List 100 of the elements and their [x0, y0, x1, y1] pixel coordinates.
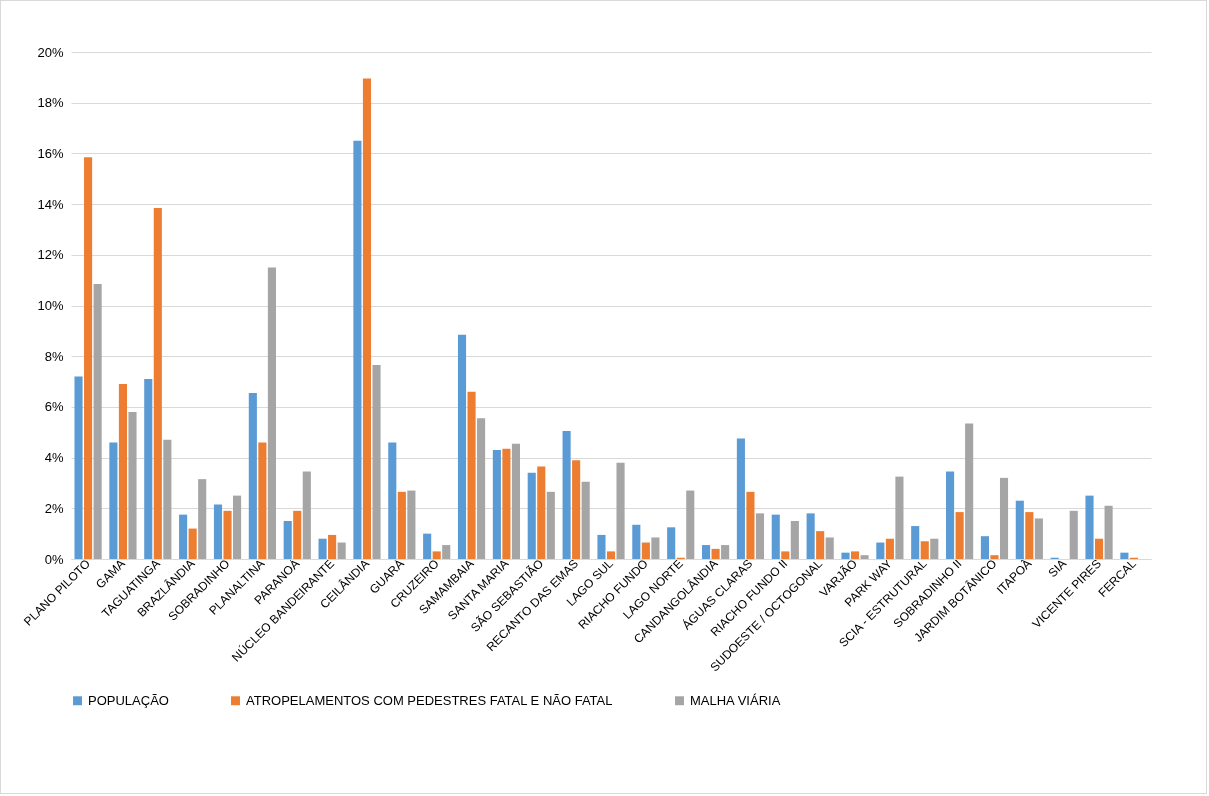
bar: [109, 442, 118, 559]
bar: [911, 526, 920, 559]
bar: [283, 520, 292, 559]
bar: [213, 504, 223, 559]
y-tick-label: 4%: [44, 450, 64, 466]
bar: [686, 490, 695, 559]
bar: [442, 545, 451, 559]
bar: [651, 537, 660, 559]
bar: [328, 534, 337, 559]
bar: [850, 551, 860, 559]
bar: [895, 476, 904, 559]
bar: [397, 491, 406, 559]
bar: [999, 477, 1009, 559]
bar: [1120, 552, 1129, 559]
bar: [946, 471, 955, 559]
bar: [755, 513, 765, 559]
bar: [711, 548, 720, 559]
bar: [128, 411, 137, 559]
bar: [233, 495, 242, 559]
bar: [198, 479, 207, 559]
y-tick-label: 8%: [44, 348, 64, 364]
bar: [1034, 518, 1043, 559]
bar: [93, 283, 102, 559]
legend-label: POPULAÇÃO: [88, 692, 169, 708]
y-tick-label: 16%: [37, 145, 64, 161]
bar: [1104, 505, 1113, 559]
bar: [1095, 538, 1104, 559]
bar: [860, 555, 869, 559]
y-tick-label: 14%: [37, 196, 64, 212]
bar: [955, 512, 964, 559]
bar: [572, 460, 581, 559]
bar: [632, 524, 641, 559]
bar: [293, 510, 302, 559]
bar: [930, 538, 939, 559]
bar: [1025, 512, 1034, 559]
bar: [502, 448, 511, 559]
bar: [736, 438, 745, 559]
y-tick-label: 12%: [37, 247, 64, 263]
bar: [457, 334, 467, 559]
bar: [806, 513, 815, 559]
bar: [721, 545, 730, 559]
bar: [876, 542, 885, 559]
bar: [920, 541, 929, 559]
y-tick-label: 2%: [44, 500, 64, 516]
bar: [153, 207, 162, 559]
bar: [337, 542, 346, 559]
legend-label: MALHA VIÁRIA: [690, 692, 781, 708]
y-tick-label: 6%: [44, 399, 64, 415]
bar: [188, 528, 197, 559]
bar: [771, 514, 780, 559]
bar: [790, 520, 799, 559]
bar: [467, 391, 476, 559]
bar: [597, 534, 606, 559]
bar: [223, 510, 232, 559]
bar: [667, 527, 676, 559]
bar: [1069, 510, 1078, 559]
bar: [562, 430, 571, 559]
bar: [372, 365, 381, 559]
bar: [318, 538, 327, 559]
bar: [781, 551, 790, 559]
bar: [546, 491, 555, 559]
bar: [965, 423, 974, 559]
bar: [990, 555, 999, 559]
bar: [746, 491, 755, 559]
bar: [816, 531, 825, 559]
bar: [841, 552, 850, 559]
bar: [144, 379, 153, 559]
bar: [1015, 500, 1024, 559]
y-tick-label: 20%: [37, 44, 64, 60]
bar: [980, 536, 989, 559]
bar: [353, 140, 362, 559]
x-tick-label: SIA: [1045, 556, 1070, 581]
bar: [527, 472, 536, 559]
bar: [423, 533, 432, 559]
y-tick-label: 10%: [37, 298, 64, 313]
bar: [477, 418, 486, 559]
bar: [432, 551, 441, 559]
bar: [362, 78, 372, 559]
bar: [492, 450, 501, 559]
bar: [511, 443, 521, 559]
bar: [163, 439, 172, 559]
bar: [825, 537, 834, 559]
bar: [885, 538, 894, 559]
bar: [118, 384, 127, 559]
bar: [302, 471, 311, 559]
bar: [581, 481, 590, 559]
bar: [616, 462, 625, 559]
bar: [407, 490, 416, 559]
bar: [641, 542, 650, 559]
bar: [267, 267, 276, 559]
bar: [701, 545, 711, 559]
bar: [537, 466, 546, 559]
bar: [84, 157, 93, 559]
bar: [1085, 495, 1094, 559]
bar: [248, 392, 257, 559]
y-tick-label: 18%: [37, 95, 64, 111]
legend-label: ATROPELAMENTOS COM PEDESTRES FATAL E NÃO FATAL: [246, 692, 613, 708]
bar: [258, 442, 267, 559]
bar: [74, 376, 83, 559]
bar: [606, 551, 616, 559]
